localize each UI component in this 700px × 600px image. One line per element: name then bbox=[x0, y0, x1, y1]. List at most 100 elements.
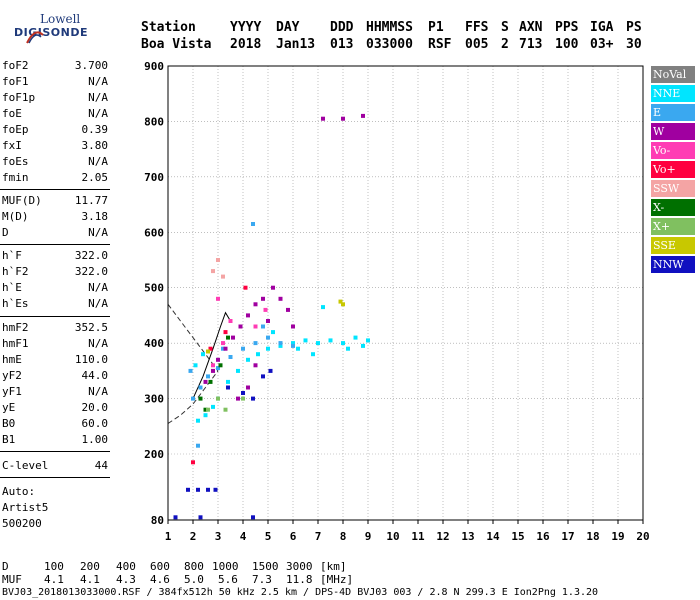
echo-point bbox=[253, 302, 258, 307]
param-name: hmF2 bbox=[2, 321, 29, 334]
y-tick-label: 800 bbox=[144, 115, 164, 128]
param-value: 110.0 bbox=[74, 353, 108, 366]
param-row: hmE 110.0 bbox=[2, 352, 108, 368]
echo-point bbox=[278, 296, 283, 301]
x-tick-label: 2 bbox=[190, 530, 197, 543]
echo-point bbox=[251, 515, 255, 520]
echo-point bbox=[271, 330, 275, 335]
y-tick-label: 900 bbox=[144, 60, 164, 73]
echo-point bbox=[341, 116, 345, 121]
echo-point bbox=[196, 418, 200, 423]
footer-d-value: 1500 bbox=[252, 560, 279, 573]
param-name: foF1 bbox=[2, 75, 29, 88]
divider bbox=[0, 189, 110, 190]
echo-point bbox=[216, 296, 220, 301]
echo-point bbox=[211, 363, 215, 368]
artist-label: Artist5 bbox=[2, 501, 49, 514]
y-tick-label: 600 bbox=[144, 226, 164, 239]
echo-point bbox=[246, 357, 250, 362]
param-name: fxI bbox=[2, 139, 22, 152]
param-row: D N/A bbox=[2, 225, 108, 241]
echo-point bbox=[186, 487, 190, 492]
param-name: B0 bbox=[2, 417, 16, 430]
param-row: h`F2 322.0 bbox=[2, 264, 108, 280]
divider bbox=[0, 316, 110, 317]
echo-point bbox=[208, 379, 213, 384]
legend-item-x-minus: X- bbox=[651, 199, 695, 216]
param-row: h`E N/A bbox=[2, 280, 108, 296]
param-name: yF1 bbox=[2, 385, 22, 398]
param-row: h`F 322.0 bbox=[2, 248, 108, 264]
echo-point bbox=[296, 346, 300, 351]
x-tick-label: 8 bbox=[340, 530, 347, 543]
x-tick-label: 6 bbox=[290, 530, 297, 543]
echo-point bbox=[236, 396, 240, 401]
echo-point bbox=[228, 355, 233, 359]
footer-muf-value: 5.6 bbox=[218, 573, 238, 586]
artist-code: 500200 bbox=[2, 517, 42, 530]
echo-point bbox=[196, 487, 200, 492]
echo-point bbox=[196, 443, 200, 448]
param-row: foF1p N/A bbox=[2, 90, 108, 106]
header-value: 03+ bbox=[590, 37, 614, 52]
legend-item-vo-plus: Vo+ bbox=[651, 161, 695, 178]
echo-point bbox=[263, 307, 268, 312]
echo-point bbox=[216, 366, 220, 371]
param-row: foEp 0.39 bbox=[2, 122, 108, 138]
param-row: yF2 44.0 bbox=[2, 368, 108, 384]
legend-item-ssw: SSW bbox=[651, 180, 695, 197]
echo-point bbox=[203, 379, 208, 384]
echo-point bbox=[216, 357, 220, 362]
echo-point bbox=[266, 319, 270, 323]
echo-point bbox=[341, 341, 345, 346]
param-name: foEs bbox=[2, 155, 29, 168]
echo-point bbox=[243, 285, 248, 290]
echo-point bbox=[193, 363, 198, 368]
logo-icon bbox=[6, 6, 44, 44]
header-value: 013 bbox=[330, 37, 354, 52]
header-label: PS bbox=[626, 20, 642, 35]
header-label: AXN bbox=[519, 20, 543, 35]
echo-point bbox=[338, 299, 343, 304]
x-tick-label: 20 bbox=[636, 530, 649, 543]
param-value: 3.18 bbox=[81, 210, 109, 223]
echo-point bbox=[216, 396, 220, 401]
param-row: foF2 3.700 bbox=[2, 58, 108, 74]
x-tick-label: 15 bbox=[511, 530, 524, 543]
footer-muf-value: 11.8 bbox=[286, 573, 313, 586]
echo-point bbox=[366, 338, 370, 343]
header-label: S bbox=[501, 20, 509, 35]
echo-point bbox=[221, 346, 225, 351]
param-row: MUF(D) 11.77 bbox=[2, 193, 108, 209]
echo-point bbox=[253, 363, 258, 368]
divider bbox=[0, 244, 110, 245]
param-value: N/A bbox=[88, 107, 108, 120]
footer-muf-value: 4.1 bbox=[44, 573, 64, 586]
param-name: h`Es bbox=[2, 297, 29, 310]
echo-point bbox=[228, 319, 233, 323]
echo-point bbox=[198, 396, 203, 401]
y-tick-label: 700 bbox=[144, 171, 164, 184]
param-name: foEp bbox=[2, 123, 29, 136]
y-tick-label: 500 bbox=[144, 282, 164, 295]
param-name: foE bbox=[2, 107, 22, 120]
header-value: 005 bbox=[465, 37, 489, 52]
echo-point bbox=[191, 396, 195, 401]
param-value: 60.0 bbox=[81, 417, 109, 430]
echo-point bbox=[361, 113, 365, 118]
echo-point bbox=[341, 302, 345, 307]
divider bbox=[0, 477, 110, 478]
param-row: hmF1 N/A bbox=[2, 336, 108, 352]
echo-point bbox=[223, 330, 228, 335]
header-value: 713 bbox=[519, 37, 543, 52]
echo-point bbox=[221, 341, 225, 346]
y-tick-label: 80 bbox=[151, 514, 164, 527]
legend-item-nne: NNE bbox=[651, 85, 695, 102]
x-tick-label: 1 bbox=[165, 530, 172, 543]
param-row: B1 1.00 bbox=[2, 432, 108, 448]
logo-lowell: Lowell bbox=[40, 12, 81, 26]
footer-d-value: 3000 bbox=[286, 560, 313, 573]
param-row: M(D) 3.18 bbox=[2, 209, 108, 225]
param-value: N/A bbox=[88, 155, 108, 168]
echo-point bbox=[266, 346, 270, 351]
